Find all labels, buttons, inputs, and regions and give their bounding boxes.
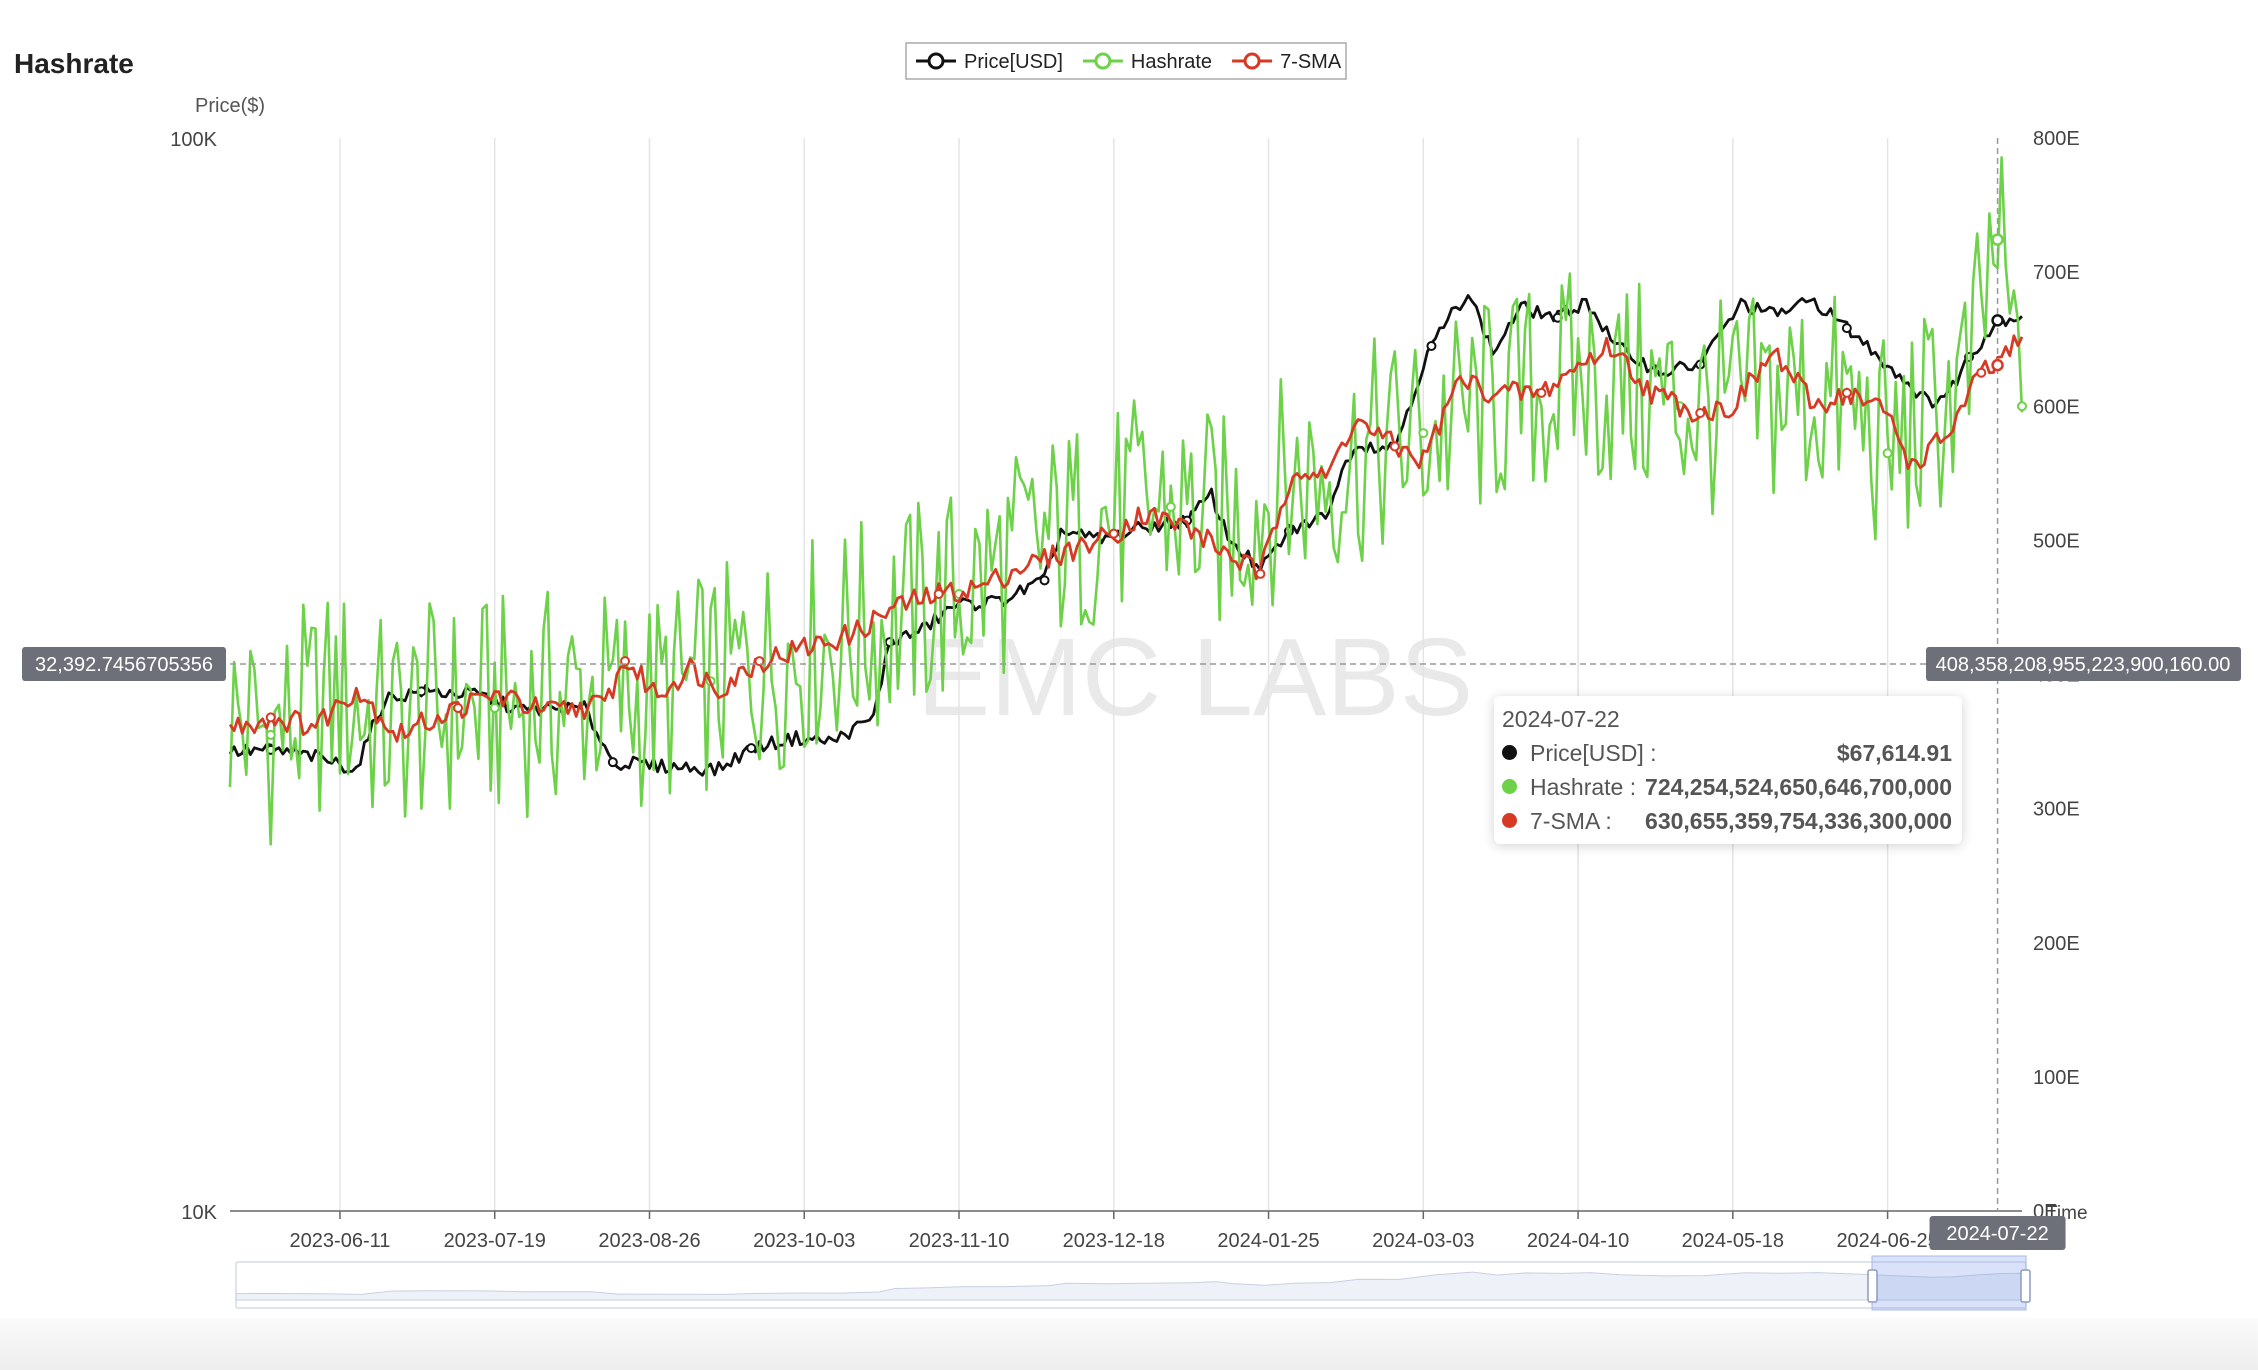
legend-item-label: Hashrate [1131, 51, 1212, 73]
legend-item-label: Price[USD] [964, 51, 1063, 73]
series-line-price-usd- [228, 294, 2023, 777]
y-tick-label: 100K [170, 129, 217, 151]
tooltip: 2024-07-22 Price[USD] : $67,614.91 Hashr… [1494, 696, 1962, 844]
data-point [620, 656, 631, 667]
data-point [1165, 501, 1176, 512]
pointer-price-marker [1991, 314, 2004, 327]
zoom-preview-area [235, 1271, 2027, 1301]
data-point [265, 729, 276, 740]
x-tick-label: 2023-12-18 [1063, 1230, 1165, 1252]
pointer-y-right-label: 408,358,208,955,223,900,160.00 [1936, 654, 2231, 676]
pointer-sma-marker [1991, 358, 2004, 372]
zoom-handle-right-icon[interactable] [2020, 1269, 2031, 1303]
x-tick-label: 2024-05-18 [1682, 1230, 1784, 1252]
grid-lines [339, 138, 1889, 1211]
y-tick-label: 10K [181, 1202, 217, 1224]
pointer-y-left-box [22, 647, 226, 681]
y2-tick-label: 800E [2033, 128, 2080, 150]
legend-marker-icon [1094, 52, 1112, 70]
legend-marker-icon [927, 52, 945, 70]
tooltip-date: 2024-07-22 [1502, 706, 1620, 732]
data-point [1841, 387, 1852, 398]
x-tick-label: 2023-11-10 [909, 1230, 1010, 1252]
data-point [1695, 407, 1706, 418]
data-point [1108, 528, 1119, 539]
data-point [1841, 323, 1852, 334]
tooltip-label: Hashrate : [1530, 774, 1637, 800]
x-tick-label: 2023-06-11 [290, 1230, 391, 1252]
watermark: EMC LABS [917, 616, 1473, 739]
price-dot-icon [1502, 745, 1517, 760]
y-axis-label: Price($) [195, 95, 265, 117]
series-line-hashrate [228, 156, 2024, 846]
data-point [265, 712, 276, 723]
sma-dot-icon [1502, 813, 1517, 828]
y2-tick-label: 600E [2033, 396, 2080, 418]
y2-tick-label: 100E [2033, 1067, 2080, 1089]
x-tick-label: 2023-10-03 [753, 1230, 855, 1252]
tooltip-value: 630,655,359,754,336,300,000 [1645, 808, 1952, 834]
axes: 2023-06-11 2023-07-19 2023-08-26 2023-10-03… [170, 95, 2087, 1252]
data-point [1976, 367, 1987, 378]
page-bottom-band [0, 1318, 2258, 1370]
pointer-x-label: 2024-07-22 [1946, 1223, 2048, 1245]
pointer-hashrate-marker [1991, 233, 2004, 246]
x-tick-label: 2024-01-25 [1217, 1230, 1319, 1252]
x-tick-label: 2024-03-03 [1372, 1230, 1474, 1252]
axis-pointer: 32,392.7456705356 408,358,208,955,223,900… [22, 138, 2241, 1250]
data-zoom-slider[interactable] [235, 1255, 2031, 1311]
data-point [1536, 387, 1547, 398]
data-point [1039, 575, 1050, 586]
data-point [1418, 428, 1429, 439]
x-tick-label: 2023-08-26 [598, 1230, 700, 1252]
data-point [1882, 448, 1893, 459]
data-point [1389, 441, 1400, 452]
tooltip-value: 724,254,524,650,646,700,000 [1645, 774, 1952, 800]
legend-item-label: 7-SMA [1280, 51, 1342, 73]
zoom-handle-left-icon[interactable] [1867, 1269, 1878, 1303]
tooltip-row-price: Price[USD] : $67,614.91 [1502, 738, 1952, 768]
y2-tick-label: 300E [2033, 799, 2080, 821]
data-point [1255, 568, 1266, 579]
legend-box [905, 42, 1347, 80]
tooltip-label: Price[USD] : [1530, 740, 1657, 766]
pointer-y-left-label: 32,392.7456705356 [35, 654, 213, 676]
series-line-7-sma [228, 334, 2024, 743]
pointer-x-box [1929, 1216, 2066, 1250]
y2-tick-label: 700E [2033, 262, 2080, 284]
tooltip-row-sma: 7-SMA : 630,655,359,754,336,300,000 [1502, 806, 1952, 836]
x-tick-label: 2024-04-10 [1527, 1230, 1629, 1252]
x-tick-label: 2024-06-25 [1836, 1230, 1938, 1252]
hashrate-dot-icon [1502, 779, 1517, 794]
data-point [453, 703, 464, 714]
data-point [746, 743, 757, 754]
tooltip-row-hashrate: Hashrate : 724,254,524,650,646,700,000 [1502, 772, 1952, 802]
data-point [933, 589, 944, 600]
x-tick-label: 2023-07-19 [444, 1230, 546, 1252]
y2-tick-label: 200E [2033, 933, 2080, 955]
zoom-selected-range [1871, 1255, 2027, 1311]
chart-title: Hashrate [14, 48, 134, 79]
data-point [489, 703, 500, 714]
legend-marker-icon [1243, 52, 1261, 70]
pointer-y-right-box [1926, 647, 2241, 681]
series-lines [228, 156, 2027, 846]
legend[interactable]: Price[USD] Hashrate 7-SMA [905, 42, 1347, 80]
tooltip-label: 7-SMA : [1530, 808, 1612, 834]
data-point [754, 656, 765, 667]
data-point [2017, 401, 2027, 412]
data-point [607, 757, 618, 768]
tooltip-value: $67,614.91 [1836, 740, 1952, 766]
data-point [1426, 340, 1437, 351]
y2-tick-label: 500E [2033, 530, 2080, 552]
